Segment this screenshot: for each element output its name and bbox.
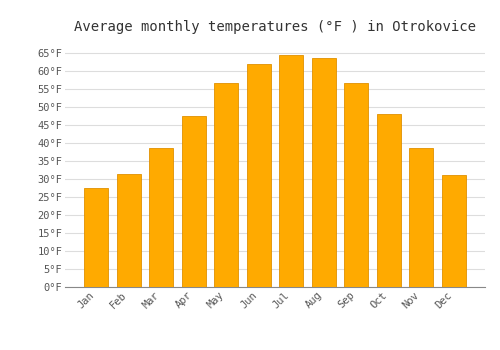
Bar bbox=[442, 175, 466, 287]
Bar bbox=[246, 64, 271, 287]
Bar bbox=[182, 116, 206, 287]
Bar bbox=[84, 188, 108, 287]
Bar bbox=[344, 83, 368, 287]
Bar bbox=[116, 174, 141, 287]
Bar bbox=[376, 114, 401, 287]
Bar bbox=[214, 83, 238, 287]
Title: Average monthly temperatures (°F ) in Otrokovice: Average monthly temperatures (°F ) in Ot… bbox=[74, 20, 476, 34]
Bar bbox=[279, 55, 303, 287]
Bar bbox=[409, 148, 434, 287]
Bar bbox=[149, 148, 174, 287]
Bar bbox=[312, 58, 336, 287]
